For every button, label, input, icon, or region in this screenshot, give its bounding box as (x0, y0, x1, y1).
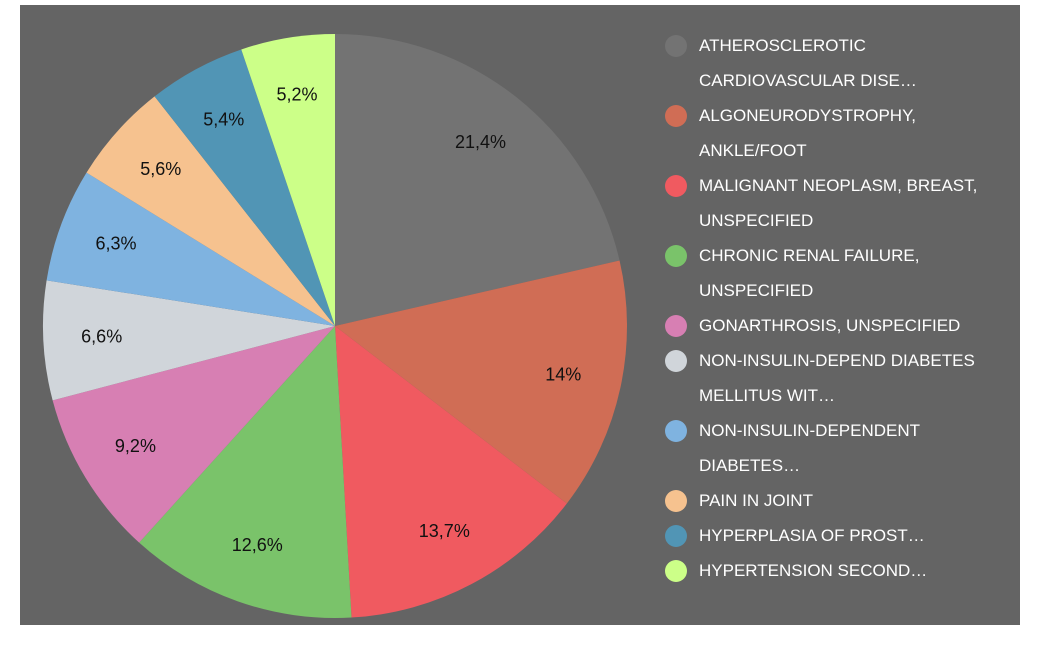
legend-swatch (665, 175, 687, 197)
legend-label: NON-INSULIN-DEPENDENT DIABETES… (699, 421, 920, 475)
legend-item: NON-INSULIN-DEPENDENT DIABETES… (665, 413, 989, 483)
legend-label: ATHEROSCLEROTIC CARDIOVASCULAR DISE… (699, 36, 917, 90)
pie-slice (335, 326, 567, 618)
slice-label: 5,2% (276, 84, 317, 104)
legend-swatch (665, 315, 687, 337)
legend-item: CHRONIC RENAL FAILURE, UNSPECIFIED (665, 238, 989, 308)
legend-swatch (665, 525, 687, 547)
legend-swatch (665, 490, 687, 512)
slice-label: 6,3% (95, 234, 136, 254)
legend-label: HYPERPLASIA OF PROST… (699, 526, 925, 545)
legend-swatch (665, 350, 687, 372)
legend-swatch (665, 560, 687, 582)
legend-swatch (665, 105, 687, 127)
slice-label: 5,4% (203, 109, 244, 129)
legend-swatch (665, 420, 687, 442)
legend-item: ATHEROSCLEROTIC CARDIOVASCULAR DISE… (665, 28, 989, 98)
legend-label: NON-INSULIN-DEPEND DIABETES MELLITUS WIT… (699, 351, 975, 405)
pie-slice (46, 172, 336, 326)
legend-item: HYPERPLASIA OF PROST… (665, 518, 989, 553)
legend-item: GONARTHROSIS, UNSPECIFIED (665, 308, 989, 343)
legend-item: HYPERTENSION SECOND… (665, 553, 989, 588)
pie-slice (335, 260, 628, 504)
pie-slice (42, 280, 335, 401)
pie-slice (139, 326, 352, 618)
legend-label: MALIGNANT NEOPLASM, BREAST, UNSPECIFIED (699, 176, 978, 230)
slice-label: 5,6% (140, 159, 181, 179)
legend-label: ALGONEURODYSTROPHY, ANKLE/FOOT (699, 106, 916, 160)
slice-label: 12,6% (232, 535, 283, 555)
slice-label: 6,6% (81, 326, 122, 346)
slice-label: 13,7% (419, 521, 470, 541)
legend-swatch (665, 35, 687, 57)
slice-label: 9,2% (115, 436, 156, 456)
pie-slice (335, 34, 620, 326)
legend-item: PAIN IN JOINT (665, 483, 989, 518)
slice-label: 21,4% (455, 132, 506, 152)
legend-swatch (665, 245, 687, 267)
pie-slice (154, 49, 335, 326)
pie-slice (86, 96, 335, 326)
legend-item: ALGONEURODYSTROPHY, ANKLE/FOOT (665, 98, 989, 168)
pie-slice (241, 34, 335, 326)
legend-label: CHRONIC RENAL FAILURE, UNSPECIFIED (699, 246, 920, 300)
legend: ATHEROSCLEROTIC CARDIOVASCULAR DISE… ALGO… (665, 28, 1005, 588)
legend-item: MALIGNANT NEOPLASM, BREAST, UNSPECIFIED (665, 168, 989, 238)
legend-label: PAIN IN JOINT (699, 491, 813, 510)
legend-label: HYPERTENSION SECOND… (699, 561, 928, 580)
slice-label: 14% (545, 364, 581, 384)
legend-label: GONARTHROSIS, UNSPECIFIED (699, 316, 961, 335)
pie-slice (52, 326, 336, 543)
legend-item: NON-INSULIN-DEPEND DIABETES MELLITUS WIT… (665, 343, 989, 413)
